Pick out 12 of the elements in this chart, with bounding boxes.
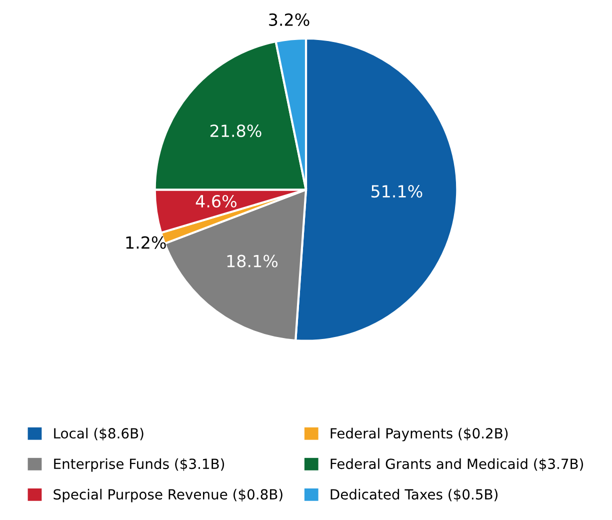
data-label: 3.2% [269, 13, 310, 26]
legend-label: Federal Payments ($0.2B) [330, 428, 508, 442]
data-label: 51.1% [371, 185, 422, 198]
legend-label: Federal Grants and Medicaid ($3.7B) [330, 458, 584, 471]
data-label: 21.8% [210, 124, 262, 138]
data-label: 18.1% [227, 254, 278, 268]
data-label: 4.6% [196, 194, 236, 208]
legend-label: Enterprise Funds ($3.1B) [54, 458, 224, 472]
data-label: 1.2% [126, 236, 166, 249]
legend-label: Dedicated Taxes ($0.5B) [330, 488, 498, 502]
legend-label: Special Purpose Revenue ($0.8B) [54, 488, 282, 502]
legend-label: Local ($8.6B) [54, 428, 144, 440]
